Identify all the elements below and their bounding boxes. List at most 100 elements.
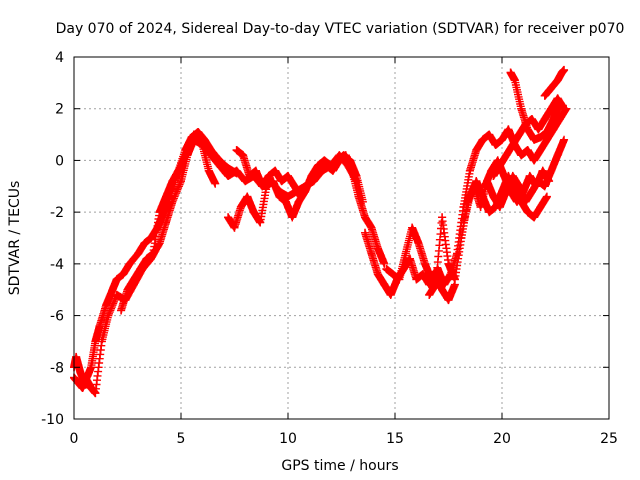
- x-tick-label: 15: [386, 431, 404, 447]
- data-point: [412, 275, 421, 284]
- x-axis-label: GPS time / hours: [281, 458, 398, 474]
- data-point: [478, 192, 487, 201]
- data-point: [72, 352, 81, 361]
- series-satellite-track-9: [459, 171, 551, 227]
- data-point: [440, 280, 449, 289]
- data-point: [431, 280, 440, 289]
- data-point: [284, 171, 292, 180]
- data-point: [519, 187, 528, 196]
- data-point: [549, 115, 558, 124]
- data-point: [380, 280, 389, 289]
- data-point: [87, 363, 96, 372]
- data-point: [560, 135, 569, 144]
- data-point: [536, 146, 545, 155]
- data-point: [204, 166, 213, 175]
- data-point: [367, 249, 376, 258]
- data-point: [545, 177, 554, 186]
- x-tick-label: 25: [600, 431, 618, 447]
- data-point: [224, 213, 233, 222]
- data-point: [380, 259, 389, 268]
- data-point: [485, 208, 494, 217]
- data-point: [215, 161, 224, 170]
- y-axis-label: SDTVAR / TECUs: [7, 181, 23, 296]
- data-point: [420, 259, 429, 268]
- data-point: [472, 177, 481, 186]
- data-point: [534, 125, 543, 134]
- data-point: [540, 91, 549, 100]
- data-point: [241, 177, 250, 186]
- data-point: [288, 213, 297, 222]
- data-point: [91, 389, 100, 398]
- data-point: [405, 254, 414, 263]
- data-point: [555, 99, 564, 108]
- data-point: [112, 275, 121, 284]
- data-point: [450, 275, 459, 284]
- data-point: [542, 192, 551, 201]
- data-point: [177, 177, 185, 186]
- data-point: [512, 197, 521, 206]
- x-tick-label: 20: [493, 431, 511, 447]
- data-point: [76, 368, 85, 377]
- data-point: [386, 290, 395, 299]
- data-point: [545, 86, 554, 95]
- data-point: [277, 177, 286, 186]
- plus-marker-path: [232, 146, 388, 267]
- data-point: [206, 151, 215, 160]
- data-point: [189, 130, 198, 139]
- data-point: [367, 223, 376, 232]
- y-tick-label: 0: [55, 153, 64, 169]
- data-point: [239, 151, 248, 160]
- data-point: [168, 197, 177, 206]
- data-point: [108, 285, 117, 294]
- y-tick-label: -4: [50, 257, 64, 273]
- data-point: [444, 259, 453, 268]
- data-point: [542, 127, 551, 136]
- data-point: [136, 265, 145, 274]
- data-point: [527, 115, 536, 124]
- data-point: [74, 378, 83, 387]
- data-point: [485, 130, 494, 139]
- data-point: [140, 239, 149, 248]
- data-point: [275, 192, 284, 201]
- data-point: [553, 76, 562, 85]
- data-point: [316, 166, 325, 175]
- series-satellite-track-5: [232, 146, 389, 268]
- data-point: [438, 285, 447, 294]
- data-point: [536, 202, 545, 211]
- data-point: [236, 202, 245, 211]
- data-point: [408, 223, 417, 232]
- data-point: [395, 275, 404, 284]
- data-point: [117, 306, 126, 315]
- data-point: [123, 285, 132, 294]
- data-point: [243, 192, 252, 201]
- data-point: [112, 290, 121, 299]
- data-point: [540, 182, 549, 191]
- data-point: [322, 161, 331, 170]
- data-point: [303, 182, 312, 191]
- data-point: [290, 182, 299, 191]
- data-point: [354, 192, 363, 201]
- data-point: [335, 156, 344, 165]
- data-point: [97, 337, 106, 346]
- data-point: [523, 146, 532, 155]
- series-satellite-track-7: [382, 104, 571, 289]
- data-point: [515, 130, 524, 139]
- data-point: [480, 182, 489, 191]
- data-point: [560, 104, 569, 113]
- data-point: [382, 265, 391, 274]
- data-point: [414, 239, 423, 248]
- data-point: [230, 223, 239, 232]
- data-series: [70, 65, 571, 398]
- data-point: [525, 171, 534, 180]
- data-point: [269, 177, 278, 186]
- data-point: [530, 135, 539, 144]
- y-tick-label: 4: [55, 50, 64, 66]
- data-point: [523, 208, 532, 217]
- data-point: [553, 151, 562, 160]
- plot-frame: [73, 56, 610, 420]
- x-tick-label: 10: [279, 431, 297, 447]
- data-point: [198, 140, 207, 149]
- data-point: [183, 146, 192, 155]
- data-point: [373, 270, 382, 279]
- data-point: [502, 151, 511, 160]
